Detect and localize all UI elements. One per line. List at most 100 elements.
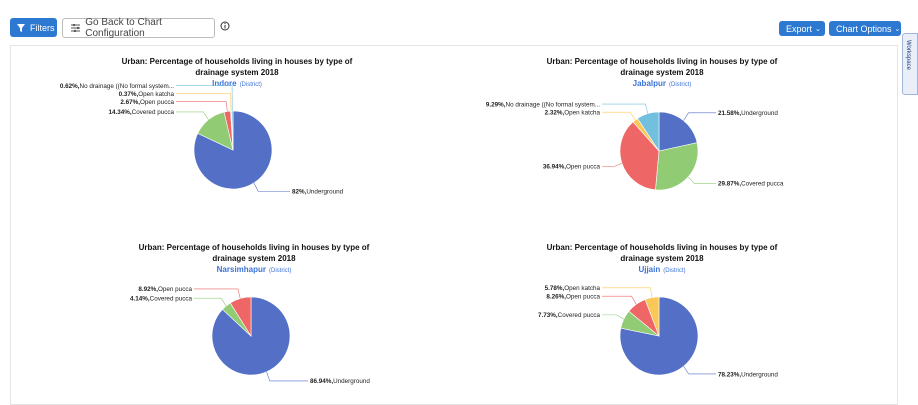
back-button[interactable]: Go Back to Chart Configuration	[62, 17, 215, 39]
slice-category: No drainage ((No formal system...	[80, 83, 175, 90]
slice-label: 7.73%,Covered pucca	[538, 312, 600, 319]
slice-value-label: 8.92%,	[138, 286, 158, 293]
pie-slice	[658, 111, 698, 152]
pie-chart: Urban: Percentage of households living i…	[486, 57, 784, 191]
slice-category: Open katcha	[564, 109, 600, 116]
slice-category: Open pucca	[158, 286, 192, 293]
slice-value-label: 0.37%,	[119, 91, 139, 98]
slice-value-label: 78.23%,	[718, 371, 741, 378]
subtitle-name: Indore	[212, 79, 237, 88]
charts: Urban: Percentage of households living i…	[60, 57, 784, 385]
pie-chart: Urban: Percentage of households living i…	[60, 57, 353, 196]
slice-category: Underground	[333, 378, 370, 385]
filters-label: Filters	[30, 22, 55, 33]
leader-line	[602, 314, 624, 320]
leader-line	[253, 182, 290, 192]
leader-line	[602, 295, 637, 305]
slice-label: 2.67%,Open pucca	[120, 99, 174, 106]
slice-category: Open pucca	[140, 99, 174, 106]
slice-label: 36.94%,Open pucca	[543, 164, 601, 171]
chevron: ⌄	[815, 25, 821, 33]
leader-line	[683, 112, 716, 121]
slice-value-label: 86.94%,	[310, 378, 333, 385]
slice-label: 0.37%,Open katcha	[119, 91, 175, 98]
leader-line	[602, 111, 636, 121]
leader-line	[602, 287, 653, 298]
leader-line	[176, 85, 233, 112]
slice-value-label: 9.29%,	[486, 101, 506, 108]
slice-label: 14.34%,Covered pucca	[109, 109, 175, 116]
slice-category: No drainage ((No formal system...	[506, 101, 601, 108]
chart-title: Urban: Percentage of households living i…	[122, 57, 353, 77]
chart-options-label: Chart Options	[836, 23, 892, 34]
slice-label: 0.62%,No drainage ((No formal system...	[60, 83, 174, 90]
info-icon[interactable]	[220, 21, 230, 31]
chevron: ⌄	[894, 25, 901, 33]
slice-category: Covered pucca	[150, 296, 193, 303]
slice-label: 82%,Underground	[292, 189, 344, 196]
slice-value-label: 29.87%,	[718, 181, 741, 188]
slice-category: Open katcha	[138, 91, 174, 98]
leader-line	[266, 371, 308, 382]
slice-label: 4.14%,Covered pucca	[130, 296, 192, 303]
export-label: Export	[786, 23, 813, 34]
leader-line	[602, 103, 649, 114]
slice-value-label: 7.73%,	[538, 312, 558, 319]
subtitle-note: (District)	[269, 268, 291, 274]
slice-value-label: 0.62%,	[60, 83, 80, 90]
workspace-label: Workspace	[905, 40, 911, 70]
leader-line	[176, 93, 232, 112]
slice-category: Underground	[741, 110, 778, 117]
slice-label: 29.87%,Covered pucca	[718, 181, 784, 188]
chart-title: Urban: Percentage of households living i…	[547, 57, 778, 77]
leader-line	[176, 101, 228, 112]
slice-label: 8.26%,Open pucca	[546, 293, 600, 300]
pie-slice	[644, 296, 660, 337]
leader-line	[683, 366, 716, 375]
export-button[interactable]: Export ⌄	[779, 21, 825, 36]
slice-value-label: 4.14%,	[130, 296, 150, 303]
slice-value-label: 2.67%,	[120, 99, 140, 106]
subtitle-name: Ujjain	[638, 265, 660, 274]
filters-button[interactable]: Filters	[10, 18, 57, 37]
slice-label: 21.58%,Underground	[718, 110, 778, 117]
chart-title: Urban: Percentage of households living i…	[139, 243, 370, 263]
back-label: Go Back to Chart Configuration	[85, 17, 162, 39]
leader-line	[194, 288, 241, 299]
slice-category: Covered pucca	[741, 181, 784, 188]
slice-label: 9.29%,No drainage ((No formal system...	[486, 101, 600, 108]
filter-icon	[17, 23, 25, 32]
slice-category: Underground	[741, 371, 778, 378]
chart-subtitle: Narsimhapur (District)	[217, 265, 292, 274]
slice-category: Covered pucca	[132, 109, 175, 116]
slice-value-label: 14.34%,	[109, 109, 132, 116]
slice-category: Open pucca	[566, 293, 600, 300]
subtitle-name: Narsimhapur	[217, 265, 266, 274]
chart-title: Urban: Percentage of households living i…	[547, 243, 778, 263]
leader-line	[602, 162, 623, 167]
slice-category: Open pucca	[566, 164, 600, 171]
slice-value-label: 36.94%,	[543, 164, 566, 171]
pie-chart: Urban: Percentage of households living i…	[538, 243, 778, 378]
pie-slice	[229, 296, 252, 338]
slice-value-label: 8.26%,	[546, 293, 566, 300]
pie-slice	[231, 110, 234, 151]
pie-slice	[655, 142, 699, 191]
slice-label: 5.78%,Open katcha	[545, 285, 601, 292]
subtitle-note: (District)	[240, 82, 262, 88]
workspace-tab[interactable]: Workspace	[902, 33, 918, 95]
leader-line	[688, 176, 716, 184]
slice-label: 78.23%,Underground	[718, 371, 778, 378]
slice-label: 86.94%,Underground	[310, 378, 370, 385]
pie-slice	[637, 111, 660, 152]
subtitle-note: (District)	[663, 268, 685, 274]
subtitle-note: (District)	[669, 82, 691, 88]
subtitle-name: Jabalpur	[633, 79, 666, 88]
slice-label: 2.32%,Open katcha	[545, 109, 601, 116]
slice-value-label: 21.58%,	[718, 110, 741, 117]
chart-options-button[interactable]: Chart Options ⌄	[829, 21, 901, 36]
chart-subtitle: Ujjain (District)	[638, 265, 685, 274]
slice-value-label: 2.32%,	[545, 109, 565, 116]
settings-icon	[71, 24, 81, 32]
